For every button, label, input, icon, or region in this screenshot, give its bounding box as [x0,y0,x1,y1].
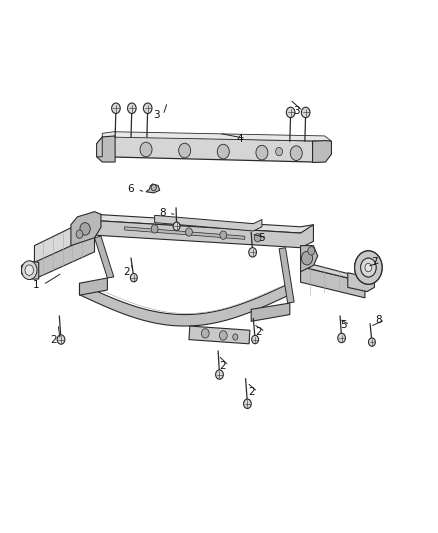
Polygon shape [348,273,374,292]
Circle shape [249,248,257,257]
Circle shape [143,103,152,114]
Polygon shape [95,214,314,233]
Circle shape [140,142,152,157]
Circle shape [219,331,227,340]
Polygon shape [97,136,115,162]
Polygon shape [35,216,95,266]
Circle shape [127,103,136,114]
Circle shape [112,103,120,114]
Polygon shape [124,227,245,239]
Text: 1: 1 [33,280,40,290]
Text: 8: 8 [159,208,166,218]
Polygon shape [35,235,95,279]
Text: 2: 2 [219,361,226,371]
Polygon shape [313,141,332,163]
Text: 2: 2 [50,335,57,345]
Polygon shape [189,326,250,344]
Polygon shape [97,137,102,157]
Polygon shape [102,132,332,141]
Circle shape [355,251,382,284]
Text: 2: 2 [124,266,130,277]
Circle shape [256,146,268,160]
Circle shape [360,258,376,277]
Text: 6: 6 [128,184,134,194]
Text: 2: 2 [256,327,262,337]
Text: 3: 3 [293,106,300,116]
Polygon shape [95,221,314,248]
Circle shape [355,251,382,284]
Polygon shape [95,236,114,278]
Polygon shape [71,212,101,246]
Polygon shape [79,278,107,295]
Text: 5: 5 [340,320,347,330]
Polygon shape [21,261,39,279]
Circle shape [276,148,283,156]
Circle shape [220,231,227,239]
Circle shape [360,258,376,277]
Polygon shape [79,283,290,326]
Circle shape [25,265,34,276]
Circle shape [131,273,137,282]
Circle shape [365,263,372,272]
Circle shape [201,329,209,338]
Polygon shape [358,257,380,278]
Polygon shape [300,261,365,282]
Circle shape [368,338,375,346]
Circle shape [57,335,65,344]
Circle shape [80,223,90,235]
Polygon shape [300,266,365,298]
Circle shape [76,230,83,238]
Circle shape [215,370,223,379]
Text: 4: 4 [236,134,243,143]
Text: 5: 5 [258,233,265,243]
Text: 7: 7 [371,257,378,268]
Circle shape [338,333,346,343]
Polygon shape [251,303,290,321]
Circle shape [301,107,310,118]
Circle shape [290,146,302,160]
Polygon shape [300,246,318,272]
Text: 2: 2 [248,387,254,397]
Circle shape [21,261,37,280]
Circle shape [286,107,295,118]
Circle shape [186,228,192,236]
Text: 8: 8 [375,315,382,325]
Circle shape [308,247,315,255]
Circle shape [252,335,258,344]
Circle shape [151,225,158,233]
Circle shape [233,334,238,340]
Polygon shape [279,248,294,303]
Circle shape [254,233,261,242]
Circle shape [151,184,156,191]
Circle shape [217,144,230,159]
Polygon shape [146,184,160,193]
Polygon shape [155,215,262,231]
Circle shape [179,143,191,158]
Text: 3: 3 [153,110,160,120]
Polygon shape [105,136,324,162]
Circle shape [301,252,313,265]
Circle shape [173,222,180,230]
Circle shape [244,399,251,408]
